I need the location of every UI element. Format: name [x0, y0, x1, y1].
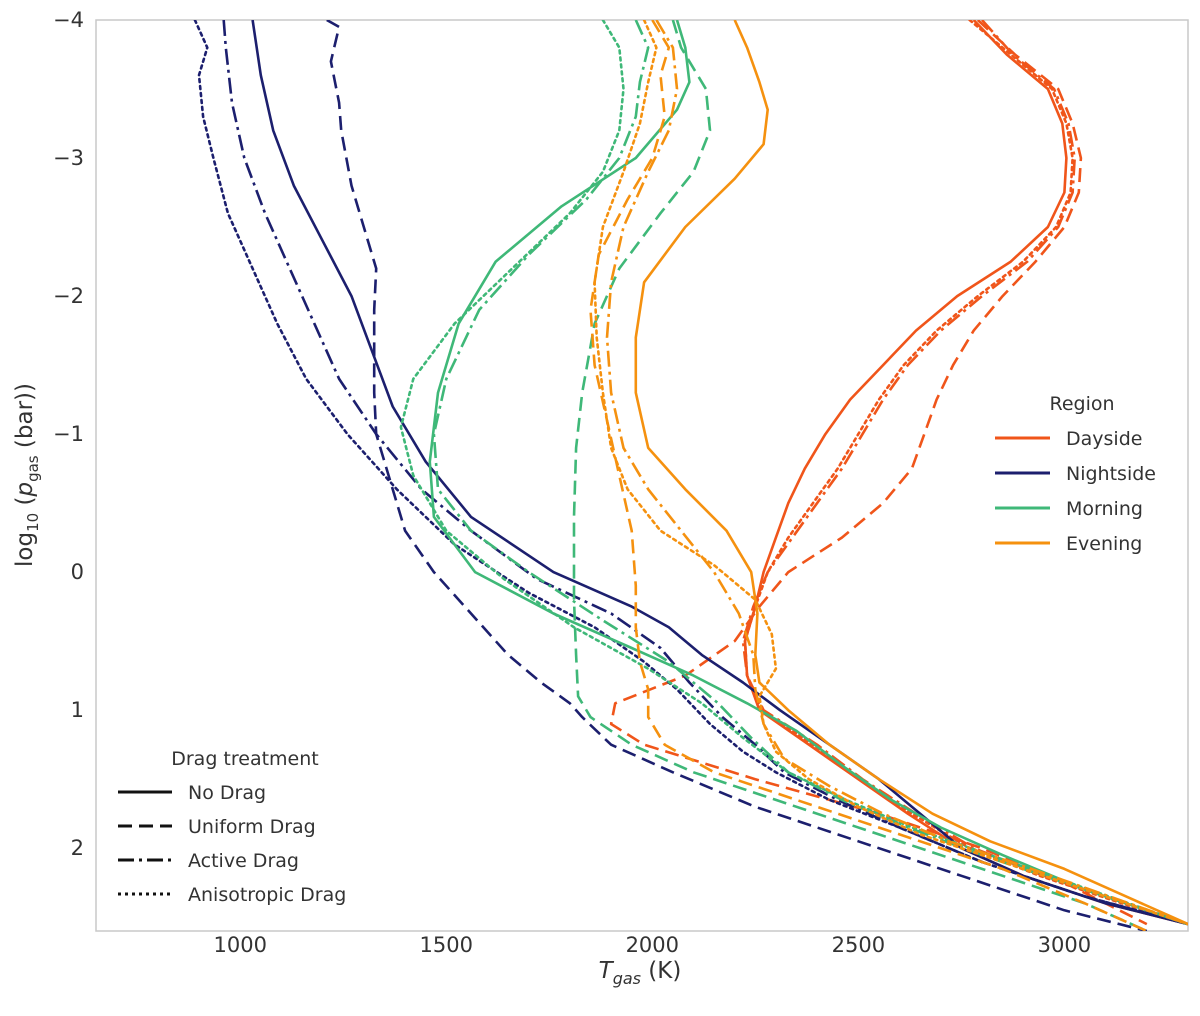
- y-tick-label: 0: [71, 560, 84, 584]
- region-legend-label: Nightside: [1066, 463, 1156, 485]
- x-tick-label: 1500: [420, 933, 473, 957]
- curve-evening-uniform-drag: [589, 20, 1148, 931]
- series-curves: [193, 20, 1188, 931]
- region-legend-label: Evening: [1066, 533, 1142, 555]
- y-tick-label: 2: [71, 836, 84, 860]
- plot-area: [95, 19, 1189, 932]
- curve-nightside-active-drag: [222, 20, 1188, 926]
- x-axis-label: Tgas (K): [599, 958, 682, 988]
- region-legend-title: Region: [1049, 393, 1114, 415]
- curve-morning-no-drag: [428, 20, 1188, 926]
- y-tick-label: −4: [53, 8, 84, 32]
- drag-legend-label: Uniform Drag: [188, 816, 316, 838]
- y-tick-label: −2: [53, 284, 84, 308]
- y-tick-label: 1: [71, 698, 84, 722]
- curve-evening-active-drag: [605, 20, 1188, 926]
- drag-legend-label: No Drag: [188, 782, 266, 804]
- drag-legend-title: Drag treatment: [171, 748, 319, 770]
- y-tick-label: −3: [53, 146, 84, 170]
- drag-legend-label: Active Drag: [188, 850, 299, 872]
- region-legend-label: Morning: [1066, 498, 1143, 520]
- x-tick-label: 2000: [626, 933, 679, 957]
- curve-dayside-active-drag: [741, 20, 1188, 926]
- curve-evening-anisotropic-drag: [593, 20, 1188, 926]
- curve-dayside-no-drag: [743, 20, 1188, 926]
- curve-morning-anisotropic-drag: [399, 20, 1188, 926]
- curve-nightside-uniform-drag: [326, 20, 1148, 931]
- region-legend-label: Dayside: [1066, 428, 1142, 450]
- y-axis-label: log10 (pgas (bar)): [12, 383, 42, 567]
- y-tick-label: −1: [53, 422, 84, 446]
- curve-dayside-uniform-drag: [609, 20, 1148, 926]
- drag-legend-label: Anisotropic Drag: [188, 884, 346, 906]
- y-axis-ticks: −4 −3 −2 −1 0 1 2: [53, 8, 84, 860]
- x-axis-ticks: 1000 1500 2000 2500 3000: [213, 933, 1091, 957]
- region-legend: Region Dayside Nightside Morning Evening: [995, 393, 1156, 555]
- x-tick-label: 3000: [1038, 933, 1091, 957]
- curve-nightside-no-drag: [251, 20, 1188, 926]
- x-tick-label: 1000: [213, 933, 266, 957]
- curve-evening-no-drag: [634, 20, 1188, 926]
- drag-treatment-legend: Drag treatment No Drag Uniform Drag Active …: [118, 748, 346, 906]
- x-tick-label: 2500: [832, 933, 885, 957]
